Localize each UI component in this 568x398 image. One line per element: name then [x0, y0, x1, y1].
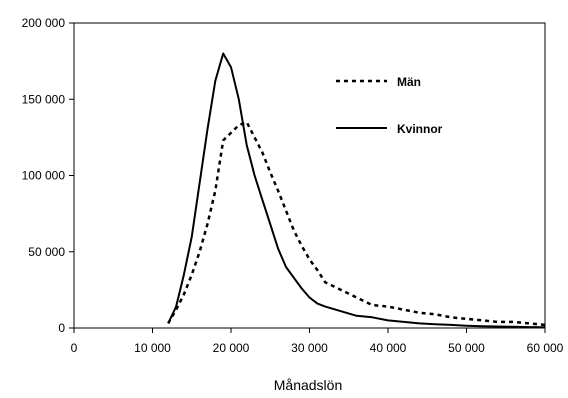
x-axis-title: Månadslön: [274, 377, 343, 393]
axes-group: 0 50 000 100 000 150 000 200 000 0 10 000 20 00…: [22, 16, 564, 355]
x-tick-label: 10 000: [134, 341, 171, 355]
y-tick-label: 150 000: [22, 92, 66, 106]
y-tick-label: 0: [58, 321, 65, 335]
x-tick-label: 50 000: [448, 341, 485, 355]
x-tick-label: 40 000: [370, 341, 407, 355]
legend: Män Kvinnor: [336, 75, 443, 136]
series-line-m-n: [167, 120, 546, 327]
x-tick-label: 0: [71, 341, 78, 355]
x-tick-label: 20 000: [213, 341, 250, 355]
series-line-kvinnor: [167, 52, 546, 329]
y-tick-label: 100 000: [22, 169, 66, 183]
plot-frame: [73, 22, 546, 329]
y-tick-label: 200 000: [22, 16, 66, 30]
series-lines-group: [167, 52, 546, 329]
legend-label-kvinnor: Kvinnor: [397, 122, 443, 136]
y-tick-label: 50 000: [28, 245, 65, 259]
x-tick-label: 60 000: [527, 341, 564, 355]
x-tick-label: 30 000: [291, 341, 328, 355]
legend-label-m-n: Män: [397, 75, 421, 89]
